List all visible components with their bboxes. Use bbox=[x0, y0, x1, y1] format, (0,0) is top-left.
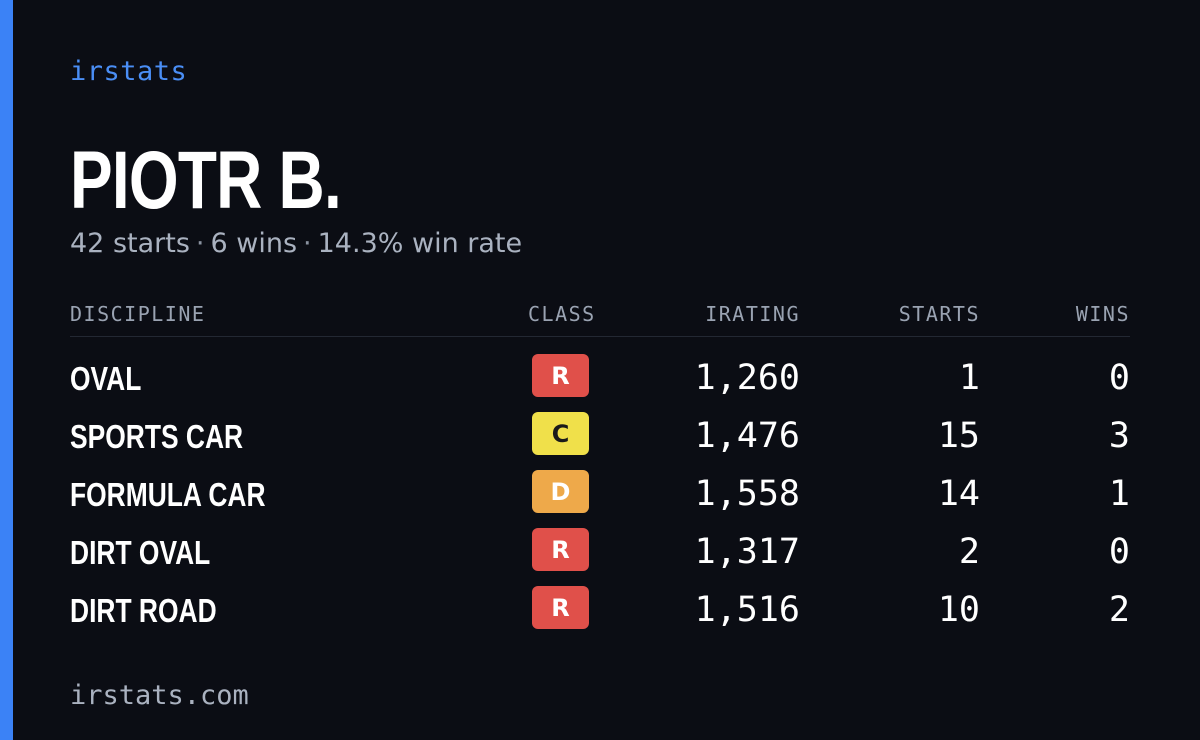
starts-value: 10 bbox=[937, 590, 980, 630]
table-row: OVAL R 1,260 1 0 bbox=[70, 354, 1130, 412]
header-wins: WINS bbox=[1075, 302, 1130, 326]
header-starts: STARTS bbox=[898, 302, 980, 326]
class-badge: C bbox=[532, 412, 589, 455]
wins-value: 2 bbox=[1108, 590, 1130, 630]
table-row: DIRT OVAL R 1,317 2 0 bbox=[70, 528, 1130, 586]
irating-value: 1,476 bbox=[694, 416, 800, 456]
starts-value: 15 bbox=[937, 416, 980, 456]
wins-value: 1 bbox=[1108, 474, 1130, 514]
wins-summary: 6 wins bbox=[210, 228, 298, 259]
discipline-name: FORMULA CAR bbox=[70, 476, 266, 513]
header-discipline: DISCIPLINE bbox=[70, 302, 206, 326]
discipline-name: OVAL bbox=[70, 360, 142, 397]
win-rate-summary: 14.3% win rate bbox=[317, 228, 523, 259]
starts-value: 14 bbox=[937, 474, 980, 514]
class-badge: D bbox=[532, 470, 589, 513]
wins-value: 0 bbox=[1108, 532, 1130, 572]
discipline-name: DIRT OVAL bbox=[70, 534, 211, 571]
table-body: OVAL R 1,260 1 0 SPORTS CAR C 1,476 15 3… bbox=[70, 354, 1130, 644]
table-row: SPORTS CAR C 1,476 15 3 bbox=[70, 412, 1130, 470]
summary-separator: · bbox=[195, 228, 205, 259]
class-badge: R bbox=[532, 528, 589, 571]
starts-summary: 42 starts bbox=[70, 228, 190, 259]
table-row: FORMULA CAR D 1,558 14 1 bbox=[70, 470, 1130, 528]
irating-value: 1,558 bbox=[694, 474, 800, 514]
irating-value: 1,260 bbox=[694, 358, 800, 398]
class-badge: R bbox=[532, 354, 589, 397]
irating-value: 1,317 bbox=[694, 532, 800, 572]
irating-value: 1,516 bbox=[694, 590, 800, 630]
brand-logo-text: irstats bbox=[70, 56, 188, 87]
summary-separator: · bbox=[303, 228, 312, 259]
discipline-name: SPORTS CAR bbox=[70, 418, 244, 455]
starts-value: 1 bbox=[958, 358, 980, 398]
footer-url: irstats.com bbox=[70, 680, 249, 711]
starts-value: 2 bbox=[958, 532, 980, 572]
header-irating: IRATING bbox=[705, 302, 800, 326]
wins-value: 0 bbox=[1108, 358, 1130, 398]
driver-summary: 42 starts · 6 wins · 14.3% win rate bbox=[70, 228, 522, 259]
table-row: DIRT ROAD R 1,516 10 2 bbox=[70, 586, 1130, 644]
wins-value: 3 bbox=[1108, 416, 1130, 456]
class-badge: R bbox=[532, 586, 589, 629]
accent-bar bbox=[0, 0, 13, 740]
discipline-table: DISCIPLINE CLASS IRATING STARTS WINS OVA… bbox=[70, 298, 1130, 630]
discipline-name: DIRT ROAD bbox=[70, 592, 217, 629]
driver-name: PIOTR B. bbox=[70, 135, 342, 226]
table-header: DISCIPLINE CLASS IRATING STARTS WINS bbox=[70, 298, 1130, 337]
header-class: CLASS bbox=[528, 302, 596, 326]
